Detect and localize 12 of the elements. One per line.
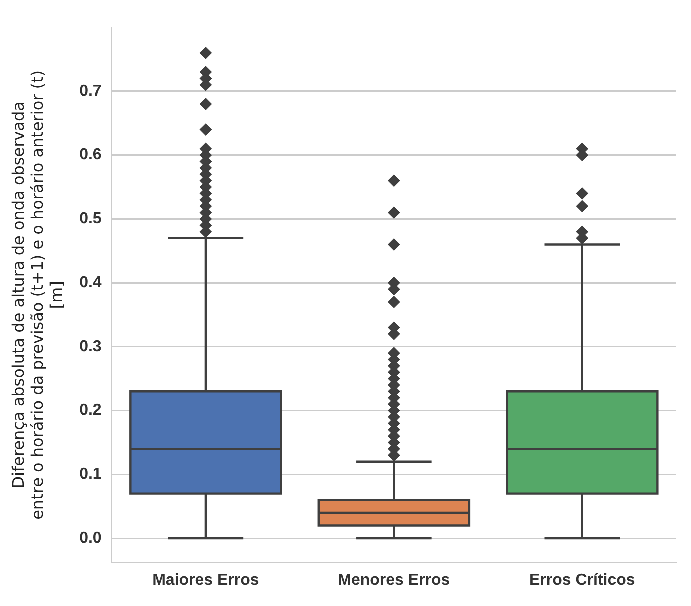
y-tick-label: 0.5 — [80, 210, 102, 228]
y-tick-label: 0.2 — [80, 402, 102, 420]
y-axis-title: Diferença absoluta de altura de onda observada entre o horário da previsão (t+1) e o horário anterior (t) [m] — [8, 70, 66, 520]
y-tick-label: 0.0 — [80, 530, 102, 547]
y-tick-label: 0.3 — [80, 338, 102, 356]
x-tick-label: Menores Erros — [338, 572, 450, 589]
x-tick-label: Erros Críticos — [529, 572, 636, 589]
y-tick-label: 0.7 — [80, 82, 102, 100]
y-tick-label: 0.6 — [80, 146, 102, 164]
x-tick-label: Maiores Erros — [152, 572, 260, 589]
y-tick-label: 0.1 — [80, 466, 102, 484]
y-tick-label: 0.4 — [80, 274, 102, 292]
